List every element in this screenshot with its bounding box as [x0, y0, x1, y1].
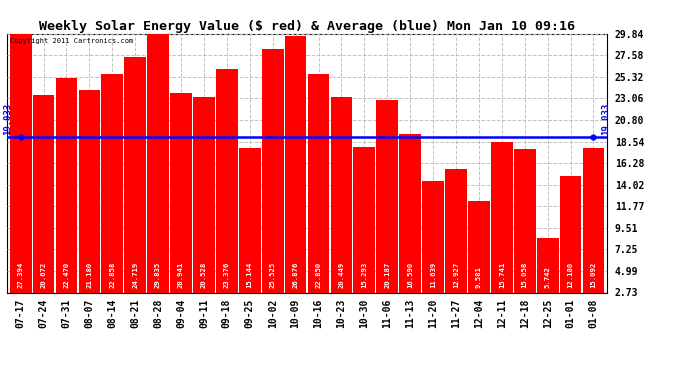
Title: Weekly Solar Energy Value ($ red) & Average (blue) Mon Jan 10 09:16: Weekly Solar Energy Value ($ red) & Aver…: [39, 20, 575, 33]
Text: 22.858: 22.858: [109, 261, 115, 288]
Text: 15.092: 15.092: [591, 261, 596, 288]
Text: 12.927: 12.927: [453, 261, 459, 288]
Bar: [514, 149, 535, 292]
Text: 22.850: 22.850: [315, 261, 322, 288]
Text: 23.376: 23.376: [224, 261, 230, 288]
Bar: [170, 93, 192, 292]
Bar: [491, 142, 513, 292]
Bar: [353, 147, 375, 292]
Text: 26.876: 26.876: [293, 261, 299, 288]
Text: 16.590: 16.590: [407, 261, 413, 288]
Text: 20.449: 20.449: [338, 261, 344, 288]
Bar: [147, 8, 169, 292]
Bar: [445, 169, 467, 292]
Bar: [468, 201, 490, 292]
Text: 21.180: 21.180: [86, 261, 92, 288]
Text: 25.525: 25.525: [270, 261, 276, 288]
Bar: [262, 49, 284, 292]
Text: 5.742: 5.742: [544, 266, 551, 288]
Bar: [422, 182, 444, 292]
Text: 15.058: 15.058: [522, 261, 528, 288]
Bar: [560, 176, 582, 292]
Text: 29.835: 29.835: [155, 261, 161, 288]
Text: 15.741: 15.741: [499, 261, 505, 288]
Text: 20.941: 20.941: [178, 261, 184, 288]
Bar: [193, 97, 215, 292]
Bar: [32, 95, 55, 292]
Text: 27.394: 27.394: [18, 261, 23, 288]
Bar: [79, 90, 100, 292]
Text: 20.187: 20.187: [384, 261, 391, 288]
Bar: [308, 74, 329, 292]
Bar: [56, 78, 77, 292]
Bar: [10, 31, 32, 292]
Text: 15.144: 15.144: [247, 261, 253, 288]
Bar: [239, 148, 261, 292]
Text: 15.293: 15.293: [362, 261, 367, 288]
Bar: [582, 148, 604, 292]
Text: 20.528: 20.528: [201, 261, 207, 288]
Text: Copyright 2011 Cartronics.com: Copyright 2011 Cartronics.com: [10, 38, 133, 44]
Bar: [376, 100, 398, 292]
Bar: [216, 69, 238, 292]
Text: 19.033: 19.033: [602, 103, 611, 135]
Bar: [124, 57, 146, 292]
Text: 19.033: 19.033: [3, 103, 12, 135]
Bar: [101, 74, 124, 292]
Text: 20.672: 20.672: [41, 261, 46, 288]
Text: 22.470: 22.470: [63, 261, 70, 288]
Text: 24.719: 24.719: [132, 261, 138, 288]
Text: 9.581: 9.581: [476, 266, 482, 288]
Bar: [537, 238, 558, 292]
Text: 12.180: 12.180: [568, 261, 573, 288]
Bar: [285, 36, 306, 292]
Bar: [331, 98, 353, 292]
Bar: [400, 134, 421, 292]
Text: 11.639: 11.639: [430, 261, 436, 288]
